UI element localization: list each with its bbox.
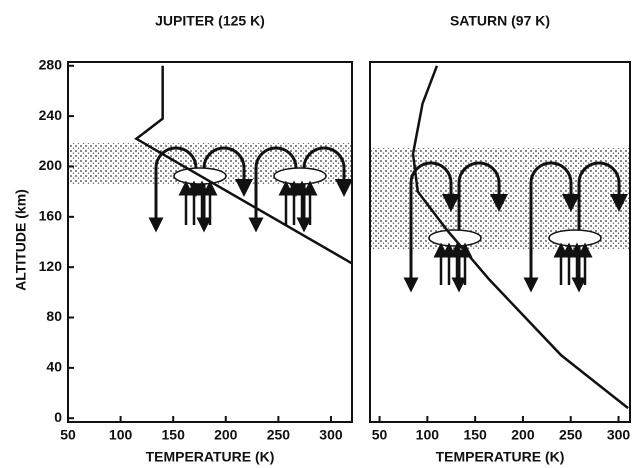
y-tick-label: 80	[46, 308, 62, 324]
x-tick-label: 100	[416, 427, 440, 443]
y-tick-label: 40	[46, 359, 62, 375]
x-tick-label: 100	[109, 427, 133, 443]
x-tick-label: 150	[162, 427, 186, 443]
convection-loop	[254, 146, 305, 225]
y-tick-label: 280	[39, 56, 63, 72]
convection-loop	[202, 146, 253, 225]
convection-loop	[409, 161, 460, 285]
x-tick-label: 300	[319, 427, 343, 443]
y-tick-label: 200	[39, 157, 63, 173]
y-axis-label: ALTITUDE (km)	[13, 189, 29, 291]
y-tick-label: 160	[39, 208, 63, 224]
x-tick-label: 300	[607, 427, 631, 443]
panel-title: SATURN (97 K)	[450, 13, 550, 29]
x-tick-label: 50	[372, 427, 388, 443]
cloud	[273, 167, 327, 185]
temperature-profile	[134, 65, 353, 265]
axis-frame	[369, 61, 631, 423]
convection-loop	[457, 161, 508, 285]
convection-loop	[577, 161, 628, 285]
x-tick-label: 200	[214, 427, 238, 443]
x-axis-label: TEMPERATURE (K)	[146, 449, 275, 465]
x-axis-label: TEMPERATURE (K)	[436, 449, 565, 465]
x-tick-label: 200	[511, 427, 535, 443]
convection-loop	[154, 146, 205, 225]
y-tick-label: 0	[54, 409, 62, 425]
x-tick-label: 250	[559, 427, 583, 443]
x-tick-label: 250	[267, 427, 291, 443]
y-tick-label: 120	[39, 258, 63, 274]
y-tick-label: 240	[39, 107, 63, 123]
panel-title: JUPITER (125 K)	[155, 13, 265, 29]
convection-loop	[302, 146, 353, 225]
temperature-profile	[411, 65, 629, 410]
x-tick-label: 50	[60, 427, 76, 443]
x-tick-label: 150	[463, 427, 487, 443]
axis-frame	[67, 61, 353, 423]
cloud	[548, 229, 602, 247]
convection-loop	[529, 161, 580, 285]
